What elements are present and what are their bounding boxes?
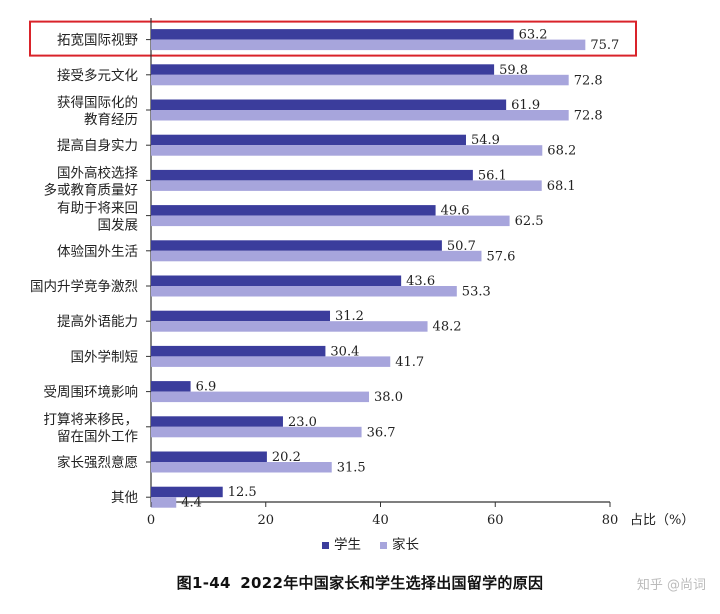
x-tick-label: 60 <box>487 513 504 528</box>
data-label: 63.2 <box>519 28 548 43</box>
legend-label: 家长 <box>392 536 419 553</box>
bar-parent <box>151 426 362 438</box>
data-label: 50.7 <box>447 239 476 254</box>
figure-number: 图1-44 <box>176 574 231 592</box>
data-label: 6.9 <box>196 380 217 395</box>
bar-chart: 拓宽国际视野 63.2 75.7 接受多元文化 59.8 72.8 获得国际化的教育经历 61… <box>29 18 694 553</box>
data-label: 38.0 <box>374 390 403 405</box>
category-label: 打算将来移民，留在国外工作 <box>44 411 139 445</box>
watermark: 知乎 @尚词 <box>636 578 706 593</box>
bar-parent <box>151 215 510 227</box>
data-label: 75.7 <box>590 38 619 53</box>
bar-parent <box>151 462 332 473</box>
bar-parent <box>151 180 542 191</box>
x-tick-label: 40 <box>372 513 389 528</box>
data-label: 59.8 <box>499 63 528 78</box>
data-label: 30.4 <box>330 344 359 359</box>
category-label: 受周围环境影响 <box>44 385 139 401</box>
category-label: 接受多元文化 <box>57 67 138 84</box>
x-tick-label: 0 <box>147 513 155 528</box>
data-label: 72.8 <box>574 73 603 88</box>
bar-student <box>151 345 326 357</box>
data-label: 49.6 <box>441 204 470 219</box>
data-label: 41.7 <box>395 355 424 370</box>
data-label: 48.2 <box>433 320 462 335</box>
bar-student <box>151 416 283 427</box>
bar-parent <box>151 286 457 297</box>
data-label: 43.6 <box>406 274 435 289</box>
x-tick-label: 20 <box>257 513 274 528</box>
data-label: 4.4 <box>181 496 202 511</box>
data-label: 12.5 <box>228 485 257 500</box>
bar-student <box>151 486 223 498</box>
data-label: 53.3 <box>462 285 491 300</box>
bar-student <box>151 381 191 392</box>
x-axis-title: 占比（%） <box>630 513 694 528</box>
data-label: 68.2 <box>547 144 576 159</box>
bar-student <box>151 29 514 40</box>
data-label: 56.1 <box>478 168 507 183</box>
category-label: 体验国外生活 <box>57 244 138 260</box>
category-label: 国外高校选择多或教育质量好 <box>44 164 139 198</box>
data-label: 54.9 <box>471 133 500 148</box>
category-label: 提高自身实力 <box>57 137 138 154</box>
bar-parent <box>151 145 543 156</box>
bar-student <box>151 275 402 286</box>
figure-title: 2022年中国家长和学生选择出国留学的原因 <box>240 574 544 592</box>
data-label: 31.5 <box>337 461 366 476</box>
category-label: 家长强烈意愿 <box>57 454 138 471</box>
bar-student <box>151 451 267 462</box>
data-label: 61.9 <box>511 98 540 113</box>
bar-parent <box>151 39 586 51</box>
data-label: 31.2 <box>335 309 364 324</box>
category-label: 有助于将来回国发展 <box>57 201 138 234</box>
x-tick-label: 80 <box>602 513 619 528</box>
data-label: 62.5 <box>515 214 544 229</box>
data-label: 36.7 <box>367 425 396 440</box>
bar-parent <box>151 391 370 403</box>
highlight-box <box>29 20 637 57</box>
figure-caption: 图1-44 2022年中国家长和学生选择出国留学的原因 <box>0 572 720 593</box>
bar-student <box>151 310 331 322</box>
legend-label: 学生 <box>334 537 361 553</box>
legend-swatch-student <box>322 542 329 549</box>
bar-parent <box>151 110 569 121</box>
category-label: 其他 <box>111 490 138 506</box>
data-label: 20.2 <box>272 450 301 465</box>
category-label: 拓宽国际视野 <box>57 32 138 49</box>
category-label: 获得国际化的教育经历 <box>57 94 138 128</box>
data-label: 23.0 <box>288 415 317 430</box>
bar-student <box>151 169 473 181</box>
legend-swatch-parent <box>380 542 387 549</box>
category-label: 提高外语能力 <box>57 313 138 330</box>
category-label: 国外学制短 <box>71 349 139 365</box>
bar-student <box>151 205 436 216</box>
data-label: 68.1 <box>547 179 576 194</box>
bar-parent <box>151 356 391 367</box>
data-label: 72.8 <box>574 109 603 124</box>
data-label: 57.6 <box>486 249 515 264</box>
category-label: 国内升学竞争激烈 <box>30 278 138 295</box>
bar-parent <box>151 321 428 332</box>
bar-parent <box>151 250 482 262</box>
bar-student <box>151 240 442 251</box>
bar-student <box>151 64 495 75</box>
bar-student <box>151 134 466 146</box>
bar-student <box>151 99 507 110</box>
bar-parent <box>151 497 177 508</box>
bar-parent <box>151 74 569 86</box>
